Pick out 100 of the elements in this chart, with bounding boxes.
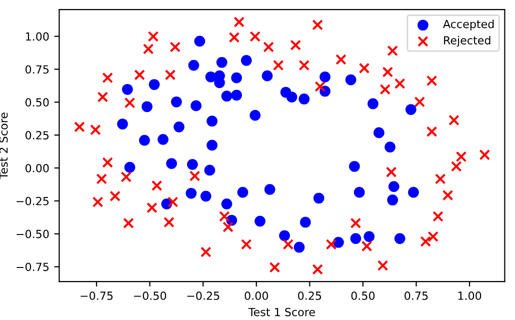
point: [166, 158, 177, 169]
point: [290, 40, 302, 51]
y-tick-label: 1.00: [26, 32, 49, 41]
point: [350, 233, 362, 244]
point: [387, 194, 398, 206]
point: [216, 56, 228, 68]
point: [312, 264, 323, 275]
point: [354, 186, 365, 198]
point: [188, 60, 200, 71]
point: [142, 101, 152, 112]
y-tick-label: −0.50: [16, 230, 49, 238]
point: [377, 260, 388, 271]
point: [234, 16, 245, 28]
point: [122, 84, 133, 95]
point: [167, 196, 178, 208]
point: [426, 75, 438, 86]
point: [358, 62, 370, 74]
x-tick-label: 0.00: [244, 292, 268, 300]
point: [142, 44, 154, 54]
point: [254, 216, 266, 227]
point: [206, 116, 218, 127]
point: [171, 96, 182, 108]
point: [240, 238, 252, 250]
point: [434, 173, 446, 184]
point: [250, 110, 261, 121]
x-tick-label: −0.50: [134, 292, 166, 300]
point: [280, 86, 292, 98]
point: [272, 60, 284, 71]
point: [479, 149, 490, 160]
point: [189, 170, 200, 182]
point: [386, 166, 397, 178]
point: [448, 114, 460, 126]
x-axis-title: Test 1 Score: [248, 308, 315, 316]
point: [320, 71, 330, 82]
point: [364, 231, 375, 242]
x-tick-label: 0.50: [351, 292, 375, 300]
point: [170, 42, 181, 52]
x-tick-label: 0.75: [404, 292, 428, 300]
x-tick-label: 0.25: [298, 292, 322, 300]
point: [110, 190, 121, 202]
point: [388, 181, 400, 192]
point: [269, 262, 280, 273]
point: [428, 231, 439, 242]
legend-label: Rejected: [444, 36, 490, 47]
point: [414, 96, 426, 108]
point: [384, 142, 396, 152]
point: [174, 121, 184, 132]
y-tick-label: −0.75: [16, 262, 49, 272]
point: [380, 84, 391, 95]
point: [382, 66, 394, 78]
point: [314, 81, 326, 92]
y-tick-label: 0.00: [25, 164, 49, 172]
point: [146, 202, 158, 214]
point: [205, 71, 216, 82]
point: [240, 54, 252, 66]
point: [408, 186, 419, 198]
point: [312, 19, 323, 30]
point: [300, 216, 311, 228]
point: [148, 79, 160, 90]
point: [326, 238, 337, 250]
point: [263, 42, 274, 52]
point: [426, 126, 438, 138]
point: [231, 72, 242, 84]
point: [298, 94, 310, 104]
point: [206, 140, 218, 151]
x-tick-label: 1.00: [458, 292, 482, 300]
point: [221, 198, 232, 210]
point: [90, 124, 101, 136]
point: [164, 69, 176, 80]
point: [74, 121, 85, 132]
point: [231, 90, 242, 101]
point: [405, 104, 416, 115]
point: [97, 92, 108, 102]
point: [456, 151, 467, 162]
point: [345, 74, 356, 86]
point: [92, 196, 104, 208]
point: [250, 31, 261, 42]
point: [102, 72, 114, 84]
point: [262, 70, 273, 82]
point: [186, 188, 197, 199]
point: [120, 171, 132, 182]
point: [279, 230, 290, 242]
point: [151, 180, 162, 192]
x-tick-label: −0.75: [80, 292, 113, 300]
point: [264, 184, 276, 195]
point: [298, 60, 310, 71]
y-tick-label: −0.25: [16, 196, 49, 206]
y-tick-label: 0.75: [25, 65, 49, 74]
y-tick-label: 0.25: [25, 131, 49, 140]
point: [336, 54, 346, 65]
point: [333, 236, 344, 248]
point: [158, 134, 168, 145]
point: [294, 242, 305, 253]
point: [350, 218, 362, 229]
point: [194, 36, 206, 47]
point: [117, 118, 128, 130]
point: [387, 45, 398, 56]
point: [442, 190, 454, 201]
point: [374, 127, 384, 138]
point: [148, 31, 159, 42]
